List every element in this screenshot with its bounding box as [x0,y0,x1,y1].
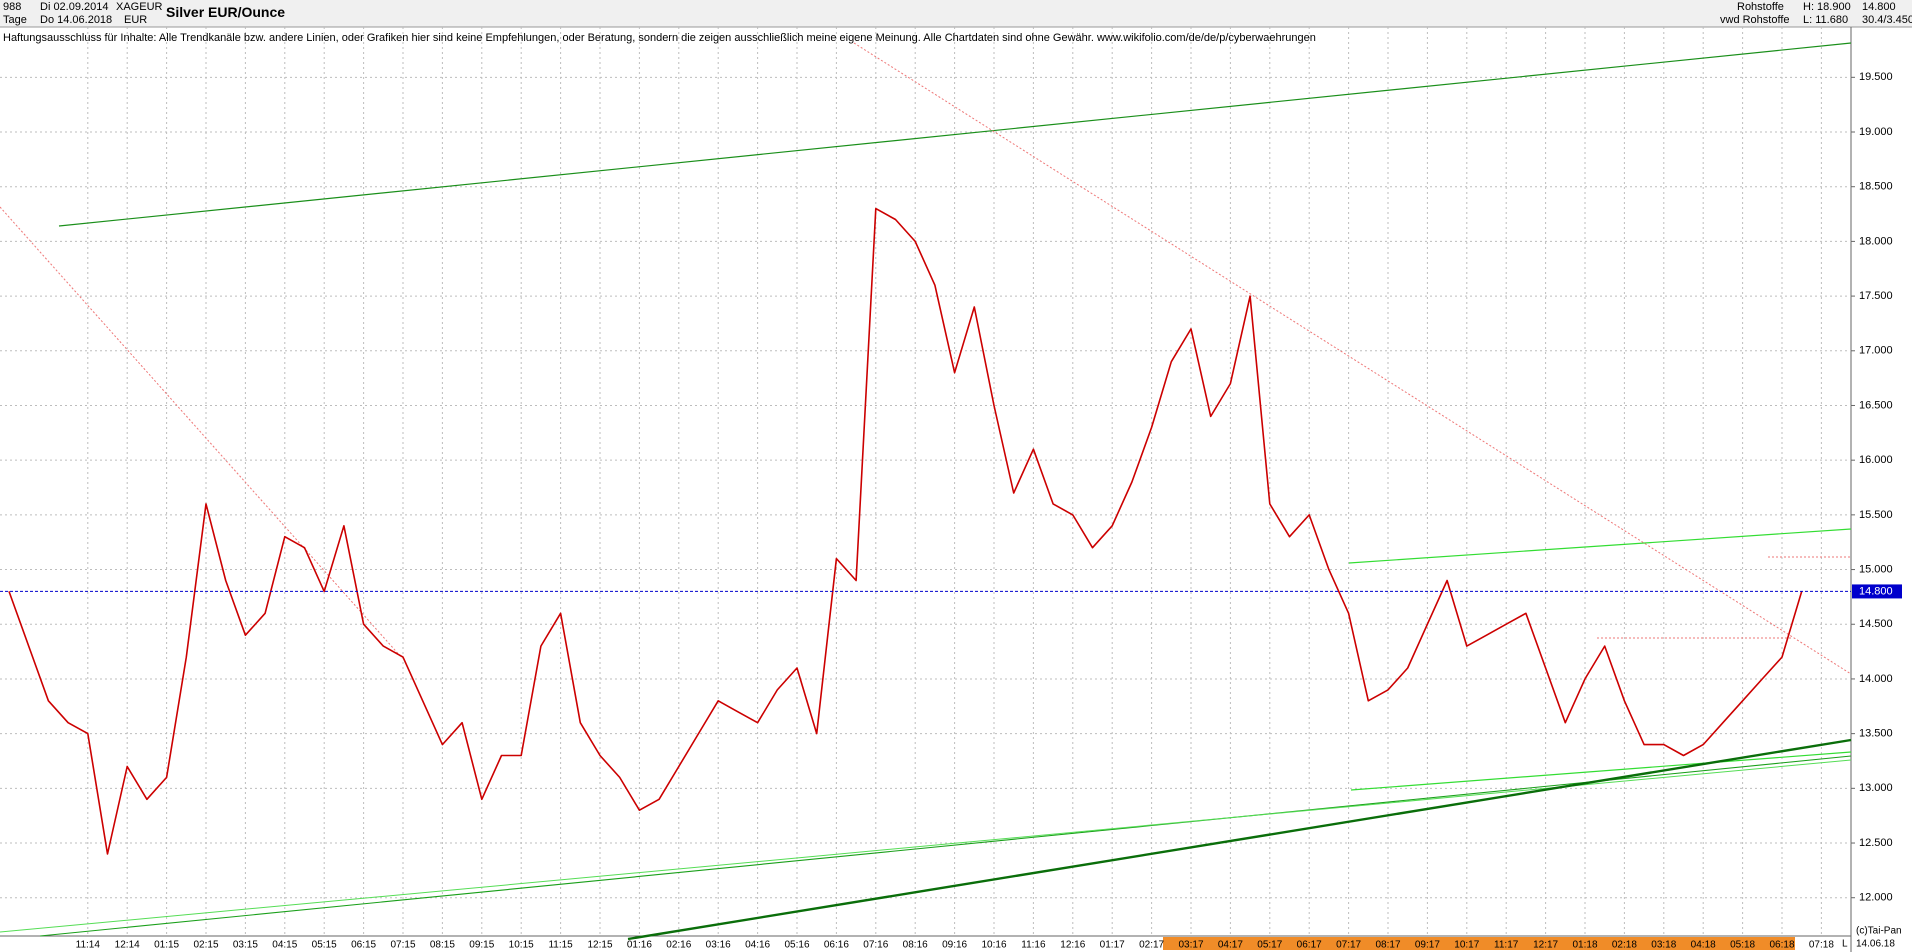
y-tick-label: 19.500 [1859,71,1893,83]
x-tick-label: 05:18 [1730,940,1755,951]
trend-line [39,755,1852,937]
x-tick-label: 09:16 [942,940,967,951]
header-bar [0,0,1912,27]
x-tick-label: 12:14 [115,940,140,951]
trend-line [1348,528,1852,564]
header-currency: EUR [124,14,148,26]
x-tick-label: 06:15 [351,940,376,951]
x-tick-label: 05:16 [784,940,809,951]
y-tick-label: 12.500 [1859,837,1893,849]
x-tick-label: 02:17 [1139,940,1164,951]
header-group: Rohstoffe [1737,1,1784,13]
range-bar [1163,937,1795,950]
header-extra: 30.4/3.450 [1862,14,1912,26]
current-price-label: 14.800 [1859,585,1893,597]
y-tick-label: 13.000 [1859,782,1893,794]
x-tick-label: 05:15 [312,940,337,951]
x-tick-label: 06:17 [1297,940,1322,951]
x-tick-label: 01:16 [627,940,652,951]
y-tick-label: 18.500 [1859,181,1893,193]
trend-line [1350,751,1852,791]
y-tick-label: 17.000 [1859,345,1893,357]
x-tick-label: 06:16 [824,940,849,951]
x-tick-label: 04:18 [1691,940,1716,951]
x-tick-label: 03:18 [1651,940,1676,951]
x-tick-label: 04:17 [1218,940,1243,951]
trend-line [58,42,1852,227]
plot [0,207,1851,855]
grid [0,27,1851,936]
x-tick-label: 03:17 [1178,940,1203,951]
trend-line [853,42,1852,675]
x-tick-label: 12:16 [1060,940,1085,951]
y-tick-label: 13.500 [1859,728,1893,740]
footer-date: 14.06.18 [1856,939,1895,950]
x-tick-label: 03:16 [706,940,731,951]
header-source: vwd Rohstoffe [1720,14,1790,26]
header-period: Tage [3,14,27,26]
x-tick-label: 01:15 [154,940,179,951]
x-tick-label: 08:17 [1375,940,1400,951]
current-price-box [1852,584,1902,599]
y-tick-label: 15.500 [1859,509,1893,521]
x-tick-label: 10:16 [981,940,1006,951]
header-last: 14.800 [1862,1,1896,13]
header-to: Do 14.06.2018 [40,14,113,26]
x-tick-label: 09:17 [1415,940,1440,951]
x-tick-label: 10:17 [1454,940,1479,951]
y-tick-label: 18.000 [1859,235,1893,247]
y-tick-label: 14.000 [1859,673,1893,685]
header-from: Di 02.09.2014 [40,1,109,13]
y-tick-label: 14.500 [1859,618,1893,630]
trend-line [627,738,1852,941]
x-tick-label: 02:16 [666,940,691,951]
trend-line [0,759,1852,933]
x-tick-label: 07:17 [1336,940,1361,951]
x-tick-label: 11:15 [548,940,573,951]
copyright: (c)Tai-Pan [1856,926,1902,937]
y-tick-label: 17.500 [1859,290,1893,302]
y-tick-label: 16.500 [1859,399,1893,411]
x-tick-label: 05:17 [1257,940,1282,951]
footer-mode: L [1842,939,1848,950]
x-tick-label: 08:15 [430,940,455,951]
x-tick-label: 01:18 [1572,940,1597,951]
x-tick-label: 01:17 [1100,940,1125,951]
x-tick-label: 02:18 [1612,940,1637,951]
x-tick-label: 03:15 [233,940,258,951]
x-tick-label: 11:16 [1021,940,1046,951]
y-tick-label: 16.000 [1859,454,1893,466]
y-tick-label: 15.000 [1859,563,1893,575]
header-high: H: 18.900 [1803,1,1851,13]
trend-lines [0,42,1852,941]
y-tick-label: 12.000 [1859,892,1893,904]
x-tick-label: 12:15 [587,940,612,951]
header-code: 988 [3,1,22,13]
x-tick-label: 07:18 [1809,940,1834,951]
x-tick-label: 07:15 [390,940,415,951]
x-tick-label: 09:15 [469,940,494,951]
x-tick-label: 04:16 [745,940,770,951]
x-tick-label: 10:15 [509,940,534,951]
x-tick-label: 06:18 [1769,940,1794,951]
disclaimer: Haftungsausschluss für Inhalte: Alle Tre… [3,32,1316,44]
x-tick-label: 07:16 [863,940,888,951]
x-tick-label: 02:15 [193,940,218,951]
x-tick-label: 11:14 [76,940,101,951]
x-tick-label: 08:16 [903,940,928,951]
y-tick-label: 19.000 [1859,126,1893,138]
trend-line [0,206,403,659]
header-low: L: 11.680 [1803,14,1849,26]
price-line [8,207,1803,855]
header-symbol: XAGEUR [116,1,163,13]
x-tick-label: 11:17 [1494,940,1519,951]
x-tick-label: 04:15 [272,940,297,951]
chart-title: Silver EUR/Ounce [166,4,286,20]
x-tick-label: 12:17 [1533,940,1558,951]
